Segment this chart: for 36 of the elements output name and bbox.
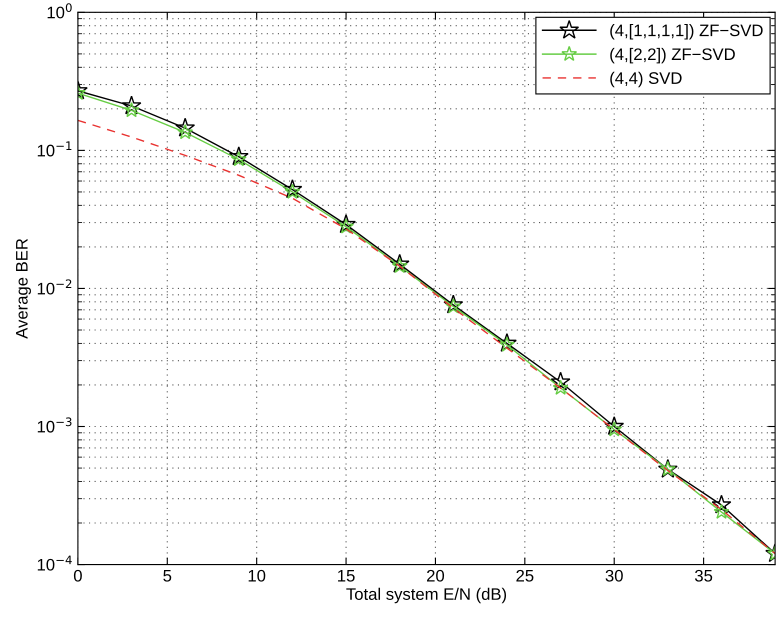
point (282, 179, 302, 198)
x-tick-label: 25 (516, 570, 534, 582)
point (228, 146, 249, 166)
y-axis-title: Average BER (16, 238, 31, 339)
x-tick-label: 10 (248, 570, 266, 582)
legend-label: (4,[1,1,1,1]) ZF−SVD (610, 24, 763, 40)
point (604, 416, 624, 436)
x-tick-label: 5 (163, 570, 172, 582)
x-tick-label: 20 (427, 570, 444, 582)
point (712, 494, 732, 514)
y-tick-label: 10$^{−1}$ (38, 141, 72, 156)
y-tick-label: 10$^{0}$ (48, 3, 72, 18)
legend-label: (4,[2,2]) ZF−SVD (610, 48, 735, 64)
point (230, 151, 247, 166)
x-tick-label: 35 (694, 570, 712, 582)
y-tick-label: 10$^{−2}$ (38, 279, 72, 295)
point (336, 214, 356, 234)
point (552, 380, 569, 395)
x-tick-label: 30 (606, 570, 623, 582)
point (392, 258, 408, 274)
point (550, 372, 571, 391)
x-tick-label: 0 (74, 570, 82, 582)
y-tick-label: 10$^{−3}$ (38, 417, 72, 433)
point (606, 421, 622, 436)
x-tick-label: 15 (338, 570, 355, 582)
point (390, 254, 410, 273)
point (177, 124, 194, 140)
point (498, 336, 515, 352)
legend-label: (4,4) SVD (610, 72, 682, 88)
x-axis-title: Total system E/N (dB) (346, 588, 506, 604)
point (175, 118, 196, 137)
point (445, 298, 462, 314)
y-tick-label: 10$^{−4}$ (38, 556, 72, 571)
point (122, 95, 142, 114)
point (497, 332, 517, 352)
point (443, 294, 464, 314)
